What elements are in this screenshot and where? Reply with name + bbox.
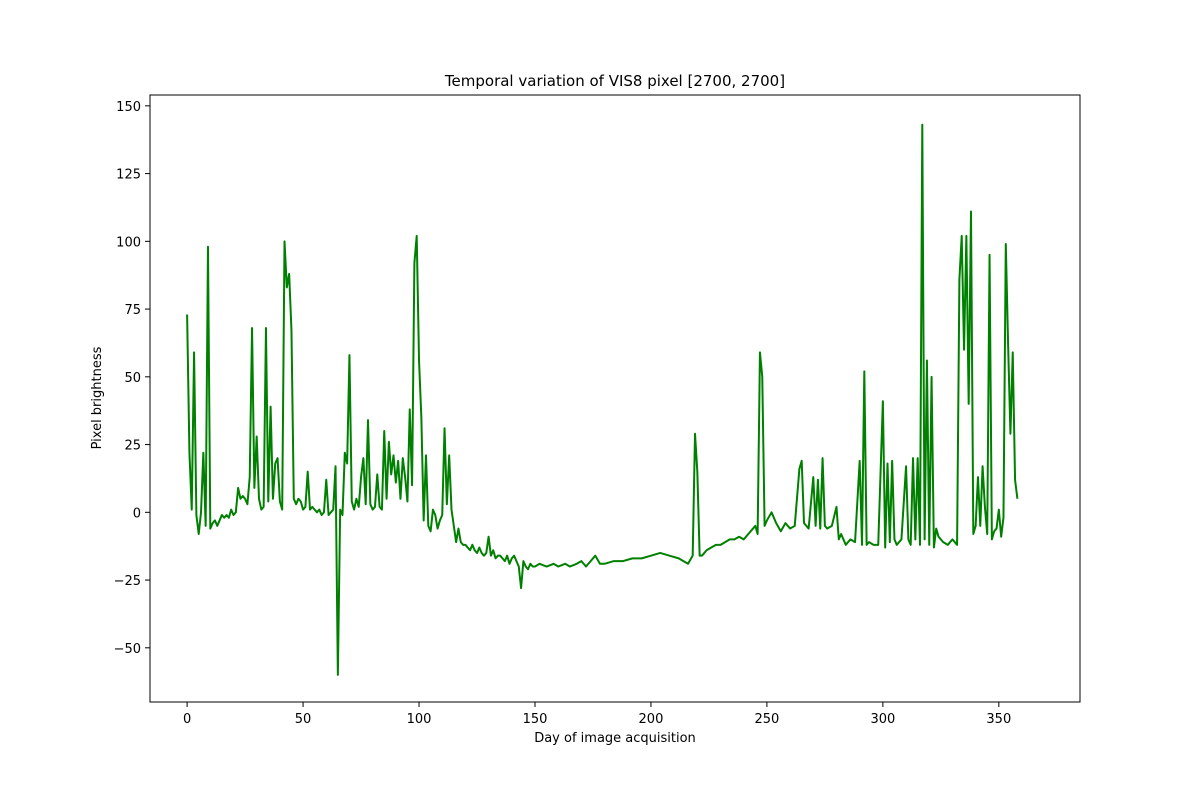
x-tick-label: 150 [523,712,548,727]
x-tick-label: 250 [754,712,779,727]
y-tick-label: −50 [114,642,141,657]
plot-frame [149,94,1081,703]
y-tick-label: 50 [124,371,141,386]
x-tick-label: 200 [639,712,664,727]
y-tick-label: −25 [114,574,141,589]
x-tick-label: 0 [183,712,191,727]
y-tick-label: 125 [116,168,141,183]
y-tick-label: 25 [124,439,141,454]
y-axis: −50 −25 0 25 50 75 100 125 150 [114,100,150,657]
x-axis: 0 50 100 150 200 250 300 350 [183,702,1011,727]
x-axis-label: Day of image acquisition [534,731,696,746]
series-layer [186,123,1019,676]
series-line [186,123,1019,676]
y-tick-label: 0 [133,506,141,521]
x-tick-label: 300 [870,712,895,727]
x-tick-label: 350 [986,712,1011,727]
x-tick-label: 100 [407,712,432,727]
y-tick-label: 150 [116,100,141,115]
y-tick-label: 75 [124,303,141,318]
x-tick-label: 50 [295,712,312,727]
y-tick-label: 100 [116,235,141,250]
y-axis-label: Pixel brightness [90,346,105,449]
chart-title: Temporal variation of VIS8 pixel [2700, … [444,72,785,90]
plot-area [150,95,1080,702]
